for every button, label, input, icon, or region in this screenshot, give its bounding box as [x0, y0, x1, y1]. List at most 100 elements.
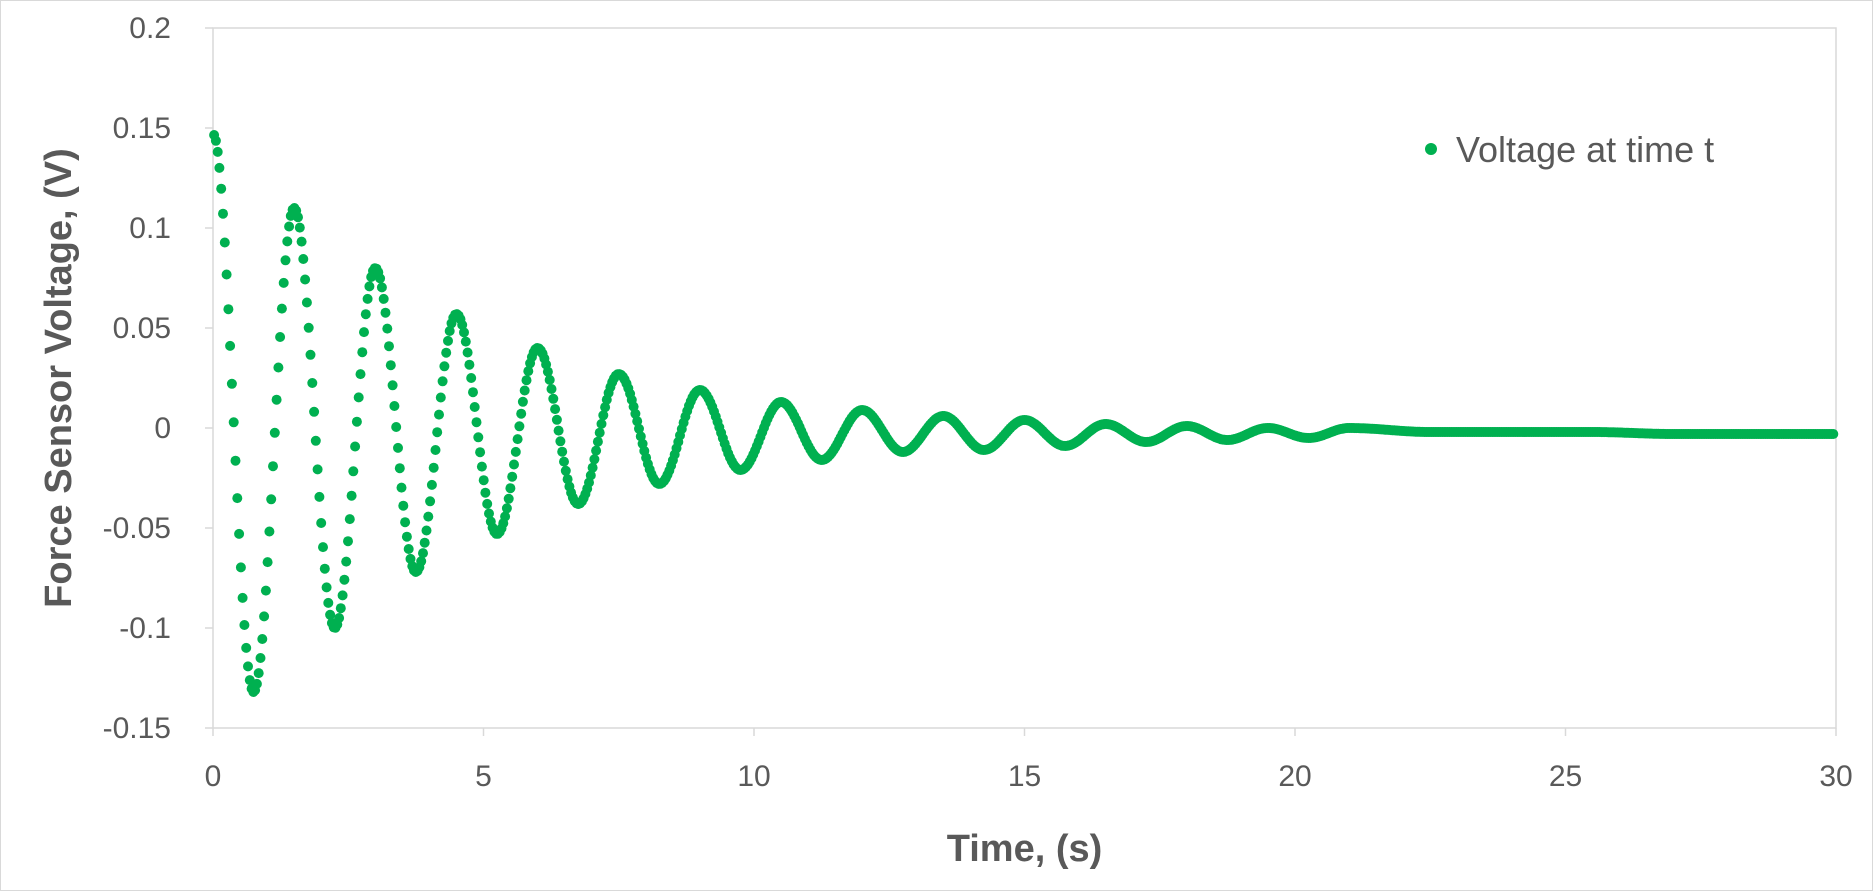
data-point: [523, 366, 534, 377]
data-point: [230, 455, 241, 466]
data-point: [560, 465, 571, 476]
data-point: [516, 408, 527, 419]
data-point: [260, 585, 271, 596]
data-point: [357, 347, 368, 358]
data-point: [280, 255, 291, 266]
data-point: [521, 375, 532, 386]
data-point: [257, 634, 268, 644]
data-point: [339, 574, 350, 585]
x-tick-label: 30: [1819, 760, 1852, 793]
data-point: [430, 445, 441, 455]
data-point: [443, 335, 453, 346]
data-point: [555, 436, 566, 447]
data-point: [364, 281, 375, 292]
data-point: [385, 360, 396, 371]
data-point: [318, 542, 328, 553]
data-point: [393, 442, 403, 453]
data-point: [325, 609, 336, 620]
data-point: [382, 323, 393, 334]
data-point: [344, 514, 355, 525]
data-point: [301, 297, 312, 308]
data-point: [282, 236, 293, 247]
data-point: [1828, 429, 1839, 439]
data-point: [548, 393, 559, 404]
data-point: [551, 414, 562, 425]
data-point: [596, 418, 607, 429]
data-point: [444, 326, 455, 336]
data-point: [419, 537, 430, 548]
data-point: [469, 402, 480, 412]
data-point: [435, 392, 446, 403]
data-point: [375, 273, 386, 284]
data-point: [384, 341, 394, 352]
data-point: [355, 369, 366, 380]
data-point: [226, 378, 237, 389]
data-point: [557, 446, 568, 457]
data-point: [346, 490, 357, 501]
data-point: [360, 309, 371, 320]
data-point: [559, 456, 569, 467]
data-point: [514, 421, 525, 432]
data-point: [353, 392, 364, 403]
data-points: [209, 130, 1839, 697]
data-point: [592, 436, 603, 447]
data-point: [271, 394, 282, 405]
data-point: [334, 613, 345, 623]
data-point: [416, 556, 427, 567]
data-point: [471, 417, 482, 428]
x-tick-label: 15: [1008, 760, 1041, 793]
x-axis-ticks: 0 5 10 15 20 25 30: [205, 728, 1853, 793]
data-point: [359, 327, 369, 338]
x-tick-label: 25: [1549, 760, 1582, 793]
data-point: [378, 293, 389, 304]
data-point: [544, 374, 555, 385]
data-point: [426, 479, 437, 490]
data-point: [387, 380, 398, 391]
data-point: [437, 376, 448, 387]
data-point: [321, 582, 332, 593]
data-point: [432, 427, 443, 438]
data-point: [391, 422, 402, 432]
data-point: [303, 322, 314, 333]
x-tick-label: 5: [475, 760, 492, 793]
data-point: [266, 494, 277, 505]
data-point: [459, 327, 469, 338]
data-point: [337, 590, 348, 601]
data-point: [216, 183, 227, 194]
data-point: [632, 416, 643, 427]
plot-area: [212, 27, 1837, 729]
data-point: [509, 459, 519, 470]
data-point: [403, 544, 414, 554]
data-point: [237, 592, 248, 603]
data-point: [253, 668, 264, 679]
data-point: [401, 531, 412, 542]
data-point: [235, 562, 246, 573]
data-point: [212, 146, 223, 157]
data-point: [484, 508, 494, 519]
data-point: [251, 678, 262, 689]
data-point: [350, 441, 361, 452]
y-tick-label: -0.05: [103, 512, 171, 545]
data-point: [232, 493, 243, 504]
data-point: [284, 221, 295, 232]
data-point: [462, 347, 473, 358]
data-point: [376, 282, 387, 293]
data-point: [210, 135, 221, 146]
data-point: [298, 254, 309, 264]
x-tick-label: 0: [205, 760, 222, 793]
data-point: [268, 461, 278, 472]
data-point: [219, 237, 230, 248]
data-point: [275, 332, 286, 342]
data-point: [473, 432, 484, 443]
data-point: [228, 417, 239, 428]
y-tick-label: -0.15: [103, 712, 171, 745]
data-point: [553, 425, 564, 436]
data-point: [589, 454, 600, 465]
data-point: [276, 303, 287, 314]
y-tick-label: 0: [154, 412, 171, 445]
data-point: [550, 404, 561, 415]
data-point: [225, 340, 236, 351]
y-tick-label: 0.2: [129, 12, 171, 45]
